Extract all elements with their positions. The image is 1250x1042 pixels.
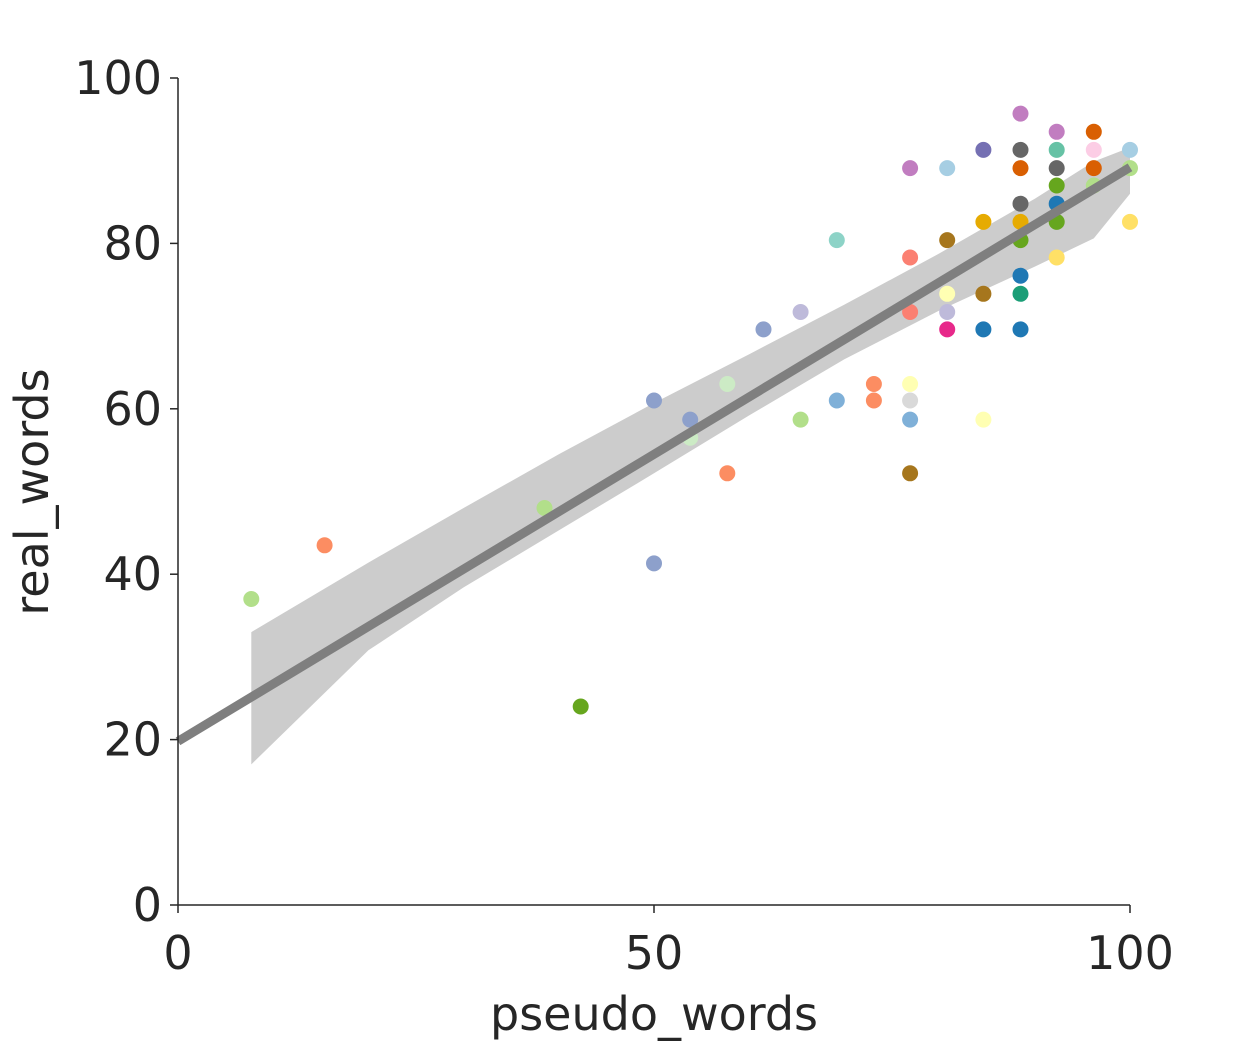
data-point: [939, 304, 956, 320]
data-point: [243, 591, 260, 607]
data-point: [1012, 105, 1029, 122]
y-tick-label: 80: [103, 216, 162, 270]
y-tick-label: 20: [103, 713, 162, 767]
y-axis-label: real_words: [5, 368, 59, 615]
data-point: [1012, 267, 1029, 284]
data-point: [1012, 160, 1029, 177]
confidence-band-layer: [251, 147, 1131, 765]
data-point: [1012, 285, 1029, 302]
data-point: [536, 500, 553, 516]
data-point: [975, 285, 992, 302]
data-point: [865, 376, 882, 392]
data-point: [646, 555, 662, 572]
data-point: [902, 304, 919, 320]
data-point: [975, 141, 992, 158]
data-point: [828, 392, 845, 409]
data-point: [719, 376, 736, 392]
data-point: [755, 321, 772, 338]
data-point: [828, 232, 845, 249]
data-point: [1122, 213, 1138, 230]
x-tick-label: 100: [1086, 926, 1174, 980]
y-tick-label: 40: [103, 547, 162, 601]
data-point: [1048, 123, 1065, 140]
data-point: [939, 321, 956, 338]
data-point: [792, 411, 809, 428]
data-point: [1048, 249, 1065, 266]
axes: [177, 78, 1130, 906]
data-point: [1085, 141, 1102, 158]
data-point: [1122, 141, 1138, 158]
data-point: [939, 232, 956, 249]
x-tick-label: 50: [625, 926, 684, 980]
data-point: [719, 465, 736, 482]
data-point: [975, 411, 992, 428]
y-tick-label: 60: [103, 382, 162, 436]
ticks: 0 20 40 60 80 100 0 50 100: [74, 51, 1174, 980]
data-point: [975, 321, 992, 338]
data-point: [1012, 321, 1029, 338]
y-tick-label: 0: [133, 878, 162, 932]
data-point: [792, 304, 809, 320]
data-point: [975, 213, 992, 230]
data-point: [1085, 160, 1102, 177]
y-tick-label: 100: [74, 51, 162, 105]
x-axis-label: pseudo_words: [490, 987, 818, 1041]
data-point: [902, 392, 919, 409]
data-point: [902, 249, 919, 266]
data-point: [1012, 195, 1029, 212]
data-point: [1085, 123, 1102, 140]
data-point: [902, 160, 919, 177]
data-point: [682, 411, 699, 428]
data-point: [865, 392, 882, 409]
data-point: [646, 392, 662, 409]
data-point: [902, 465, 919, 482]
data-point: [1048, 141, 1065, 158]
data-point: [902, 376, 919, 392]
data-point: [316, 537, 333, 554]
regression-line-layer: [175, 163, 1133, 746]
x-tick-label: 0: [163, 926, 192, 980]
data-point: [939, 285, 956, 302]
data-point: [939, 160, 956, 177]
data-point: [1048, 160, 1065, 177]
regression-line: [175, 163, 1133, 746]
data-point: [1048, 177, 1065, 194]
confidence-band: [251, 147, 1131, 765]
data-point: [1012, 141, 1029, 158]
data-point: [572, 698, 589, 715]
data-point: [902, 411, 919, 428]
